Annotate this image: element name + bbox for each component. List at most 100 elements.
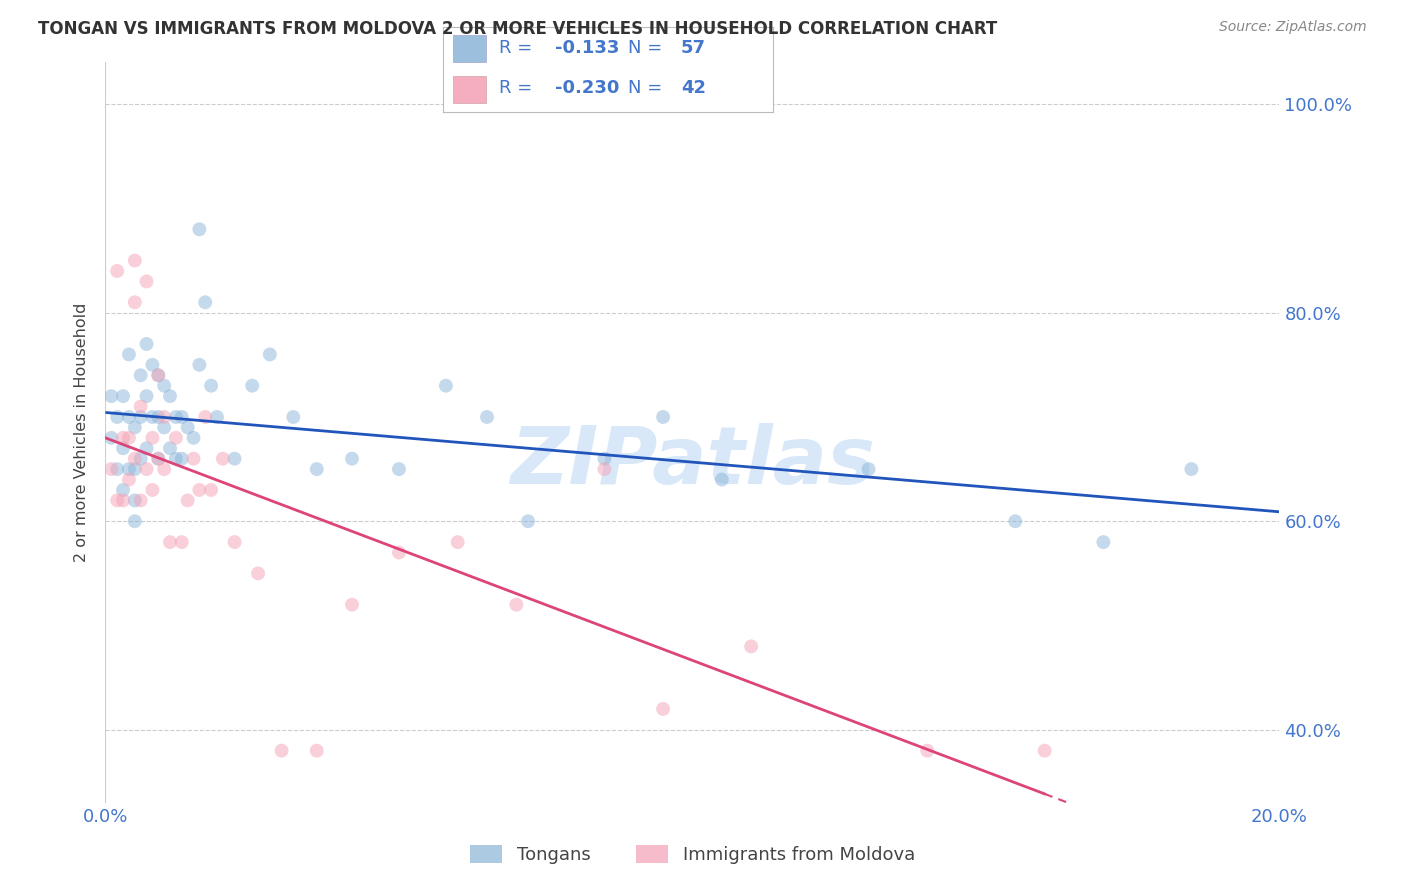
Point (141, 358, 163, 372)
Point (118, 347, 141, 361)
Point (100, 462, 122, 476)
Point (124, 295, 146, 310)
Text: N =: N = (628, 78, 668, 96)
Text: 57: 57 (681, 39, 706, 57)
Point (112, 483, 135, 497)
Point (159, 535, 181, 549)
Point (105, 409, 128, 424)
Point (247, 566, 270, 581)
FancyBboxPatch shape (453, 36, 486, 62)
Point (159, 442, 181, 456)
Point (124, 493, 146, 508)
Point (593, 462, 616, 476)
Point (188, 222, 211, 236)
Point (118, 431, 141, 445)
Text: R =: R = (499, 78, 538, 96)
Point (917, 744, 939, 758)
Text: Source: ZipAtlas.com: Source: ZipAtlas.com (1219, 20, 1367, 34)
Point (105, 493, 128, 508)
Point (148, 368, 170, 383)
Point (305, 462, 328, 476)
Point (224, 451, 246, 466)
Point (652, 409, 675, 424)
Point (200, 483, 222, 497)
Point (153, 420, 176, 434)
Text: R =: R = (499, 39, 538, 57)
Point (165, 431, 187, 445)
Point (183, 431, 205, 445)
Point (1004, 514, 1026, 528)
Text: 42: 42 (681, 78, 706, 96)
Point (153, 462, 176, 476)
Text: N =: N = (628, 39, 668, 57)
Point (129, 451, 152, 466)
Point (141, 431, 163, 445)
Point (129, 400, 152, 414)
Point (105, 462, 128, 476)
Point (118, 473, 141, 487)
Point (340, 598, 363, 612)
Point (118, 462, 141, 476)
Point (165, 409, 187, 424)
Point (200, 378, 222, 392)
Point (188, 483, 211, 497)
Point (434, 378, 457, 392)
Point (135, 462, 157, 476)
Legend: Tongans, Immigrants from Moldova: Tongans, Immigrants from Moldova (463, 838, 922, 871)
Point (141, 483, 163, 497)
Point (170, 409, 193, 424)
Point (129, 409, 152, 424)
Point (446, 535, 468, 549)
Point (124, 253, 146, 268)
Point (124, 514, 146, 528)
Point (159, 389, 181, 403)
FancyBboxPatch shape (453, 76, 486, 103)
Point (153, 409, 176, 424)
Point (183, 451, 205, 466)
Point (148, 451, 170, 466)
Point (505, 598, 527, 612)
Point (135, 389, 157, 403)
Point (652, 702, 675, 716)
Point (165, 451, 187, 466)
Point (305, 744, 328, 758)
Point (129, 368, 152, 383)
Point (124, 451, 146, 466)
Y-axis label: 2 or more Vehicles in Household: 2 or more Vehicles in Household (75, 303, 90, 562)
Point (135, 442, 157, 456)
Point (170, 451, 193, 466)
Point (1033, 744, 1056, 758)
Point (112, 389, 135, 403)
Point (710, 473, 733, 487)
Point (593, 451, 616, 466)
Point (170, 535, 193, 549)
Point (118, 409, 141, 424)
Point (194, 295, 217, 310)
Text: -0.230: -0.230 (555, 78, 620, 96)
Point (112, 431, 135, 445)
Point (112, 493, 135, 508)
Point (1092, 535, 1115, 549)
Point (112, 442, 135, 456)
Point (100, 431, 122, 445)
Point (740, 640, 762, 654)
Point (141, 409, 163, 424)
Point (124, 462, 146, 476)
Point (259, 347, 281, 361)
Point (211, 451, 233, 466)
Point (176, 493, 198, 508)
Point (517, 514, 540, 528)
Point (100, 389, 122, 403)
Point (340, 451, 363, 466)
Point (176, 420, 198, 434)
Point (148, 368, 170, 383)
Point (240, 378, 263, 392)
Point (148, 409, 170, 424)
Point (224, 535, 246, 549)
Point (475, 409, 498, 424)
Point (194, 409, 217, 424)
Point (388, 462, 411, 476)
Point (283, 409, 305, 424)
Point (1180, 462, 1202, 476)
Point (188, 358, 211, 372)
